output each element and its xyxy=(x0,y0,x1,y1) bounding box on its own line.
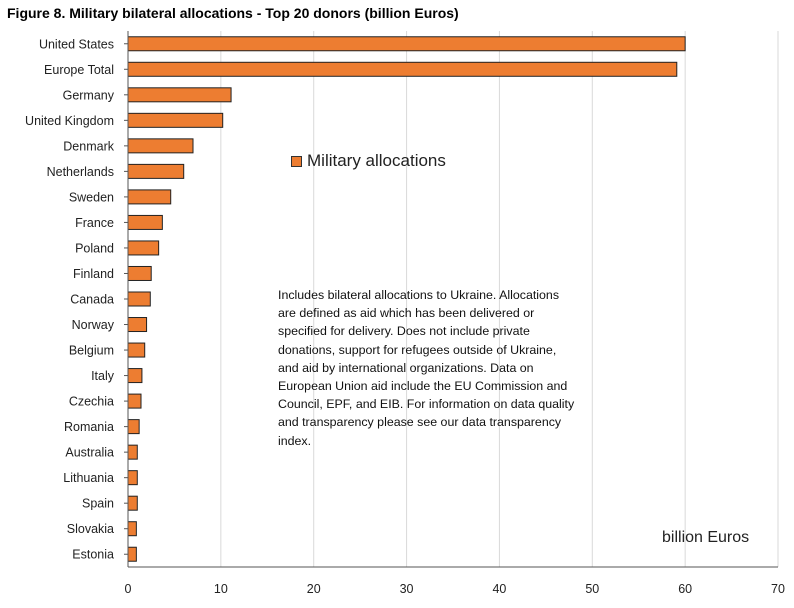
x-tick-label: 0 xyxy=(125,582,132,596)
bar xyxy=(127,470,138,486)
bar xyxy=(127,317,148,333)
y-tick-label: Germany xyxy=(63,88,115,102)
y-tick-labels: United States Europe Total Germany United K… xyxy=(25,37,115,561)
y-tick-label: France xyxy=(75,216,114,230)
legend-swatch xyxy=(291,155,302,167)
y-tick-label: Europe Total xyxy=(44,63,114,77)
bar xyxy=(127,291,151,307)
bar xyxy=(127,521,137,537)
bar xyxy=(127,495,138,511)
bar xyxy=(127,112,224,128)
y-tick-label: Italy xyxy=(91,369,115,383)
x-axis-unit-label: billion Euros xyxy=(662,529,750,546)
bar xyxy=(127,265,152,281)
legend-label: Military allocations xyxy=(307,151,446,170)
y-tick-label: Estonia xyxy=(72,548,114,562)
axes xyxy=(124,31,778,568)
chart-title: Figure 8. Military bilateral allocations… xyxy=(7,5,459,21)
y-tick-label: Czechia xyxy=(69,395,114,409)
y-tick-label: Finland xyxy=(73,267,114,281)
y-tick-label: Belgium xyxy=(69,344,114,358)
y-tick-label: Lithuania xyxy=(63,471,114,485)
y-tick-label: Poland xyxy=(75,241,114,255)
bar xyxy=(127,61,678,77)
bar xyxy=(127,138,194,154)
y-tick-label: United Kingdom xyxy=(25,114,114,128)
x-tick-label: 30 xyxy=(400,582,414,596)
y-tick-label: Romania xyxy=(64,420,114,434)
gridlines xyxy=(220,31,779,567)
y-tick-label: Sweden xyxy=(69,190,114,204)
y-tick-label: Netherlands xyxy=(47,165,114,179)
bar xyxy=(127,393,142,409)
x-tick-label: 40 xyxy=(492,582,506,596)
x-tick-labels: 0 10 20 30 40 50 60 70 xyxy=(125,582,785,596)
y-tick-label: Australia xyxy=(65,446,114,460)
bar xyxy=(127,419,140,435)
bar xyxy=(127,368,143,384)
y-tick-label: United States xyxy=(39,37,114,51)
y-tick-label: Norway xyxy=(72,318,115,332)
x-tick-label: 70 xyxy=(771,582,785,596)
bar xyxy=(127,87,232,103)
bar xyxy=(127,189,172,205)
bar xyxy=(127,214,163,230)
x-tick-label: 10 xyxy=(214,582,228,596)
y-tick-label: Denmark xyxy=(63,139,114,153)
bar xyxy=(127,240,160,256)
bar xyxy=(127,342,146,358)
legend: Military allocations xyxy=(291,151,446,171)
y-tick-label: Slovakia xyxy=(67,522,114,536)
bars xyxy=(127,36,686,562)
chart-note: Includes bilateral allocations to Ukrain… xyxy=(278,288,575,448)
bar xyxy=(127,546,137,562)
y-tick-label: Spain xyxy=(82,497,114,511)
x-tick-label: 50 xyxy=(585,582,599,596)
bar xyxy=(127,36,686,52)
x-tick-label: 60 xyxy=(678,582,692,596)
bar xyxy=(127,444,138,460)
bar xyxy=(127,163,185,179)
y-tick-label: Canada xyxy=(70,293,114,307)
x-tick-label: 20 xyxy=(307,582,321,596)
